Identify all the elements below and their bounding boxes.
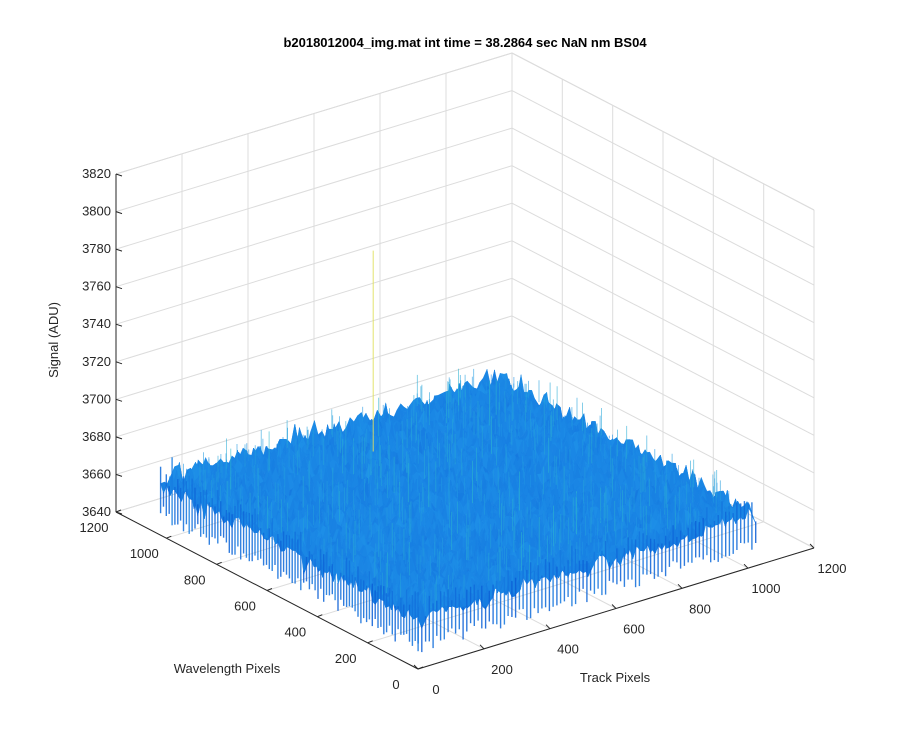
grid-line-right-wall-z bbox=[511, 127, 815, 286]
grid-line-right-wall-z bbox=[511, 315, 815, 474]
grid-line-back-wall-z bbox=[115, 90, 513, 213]
grid-line-back-wall-z bbox=[115, 202, 513, 325]
box-edge-top-right bbox=[511, 52, 815, 211]
box-edge-top-back bbox=[115, 52, 513, 175]
grid-line-back-wall-z bbox=[115, 352, 513, 475]
chart-title: b2018012004_img.mat int time = 38.2864 s… bbox=[283, 35, 647, 50]
surface-mesh bbox=[159, 250, 757, 653]
grid-line-right-wall-z bbox=[511, 240, 815, 399]
grid-line-back-wall-z bbox=[115, 240, 513, 363]
grid-line-back-wall-z bbox=[115, 277, 513, 400]
grid-line-back-wall-z bbox=[115, 315, 513, 438]
grid-line-right-wall-z bbox=[511, 352, 815, 511]
grid-line-right-wall-z bbox=[511, 90, 815, 249]
grid-line-back-wall-z bbox=[115, 165, 513, 288]
grid-line-right-wall-z bbox=[511, 165, 815, 324]
grid-line-right-wall-z bbox=[511, 202, 815, 361]
grid-line-right-wall-z bbox=[511, 277, 815, 436]
grid-line-back-wall-z bbox=[115, 127, 513, 250]
